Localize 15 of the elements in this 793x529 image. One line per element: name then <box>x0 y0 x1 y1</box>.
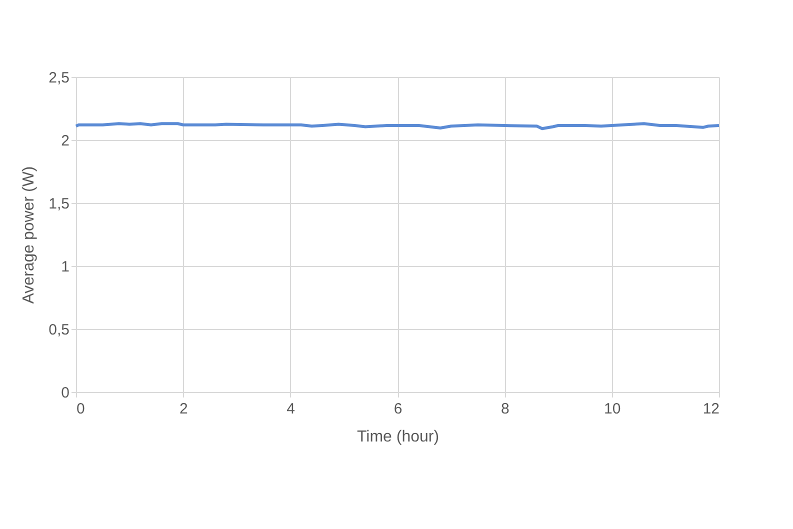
y-tick-label: 1,5 <box>48 196 70 212</box>
y-tick-label: 0,5 <box>48 322 70 338</box>
x-tick-label: 8 <box>500 400 510 418</box>
y-tick-label: 2 <box>61 132 70 150</box>
x-tick-label: 2 <box>179 400 188 418</box>
x-tick-label: 6 <box>394 400 402 418</box>
y-tick-label: 2,5 <box>48 70 70 86</box>
y-tick-label: 1 <box>61 258 70 276</box>
x-tick-label: 0 <box>76 400 85 418</box>
x-tick-label: 4 <box>286 400 296 418</box>
x-tick-label: 12 <box>702 400 720 418</box>
y-axis-title: Average power (W) <box>20 166 38 304</box>
y-tick-label: 0 <box>61 384 70 402</box>
x-tick-label: 10 <box>604 400 621 418</box>
x-axis-title: Time (hour) <box>356 428 440 446</box>
